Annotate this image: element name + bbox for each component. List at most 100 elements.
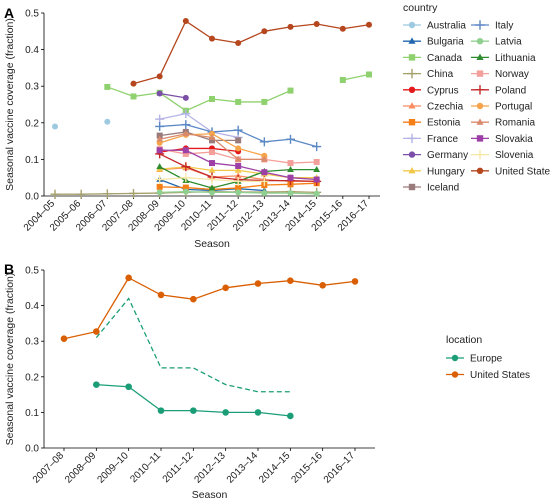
series-canada-line	[342, 73, 370, 81]
legend-item-europe: Europe	[446, 354, 503, 365]
legend-label: Slovakia	[495, 134, 533, 145]
series-latvia-point	[156, 189, 163, 196]
series-canada-point	[339, 76, 346, 83]
legend-swatch-marker	[475, 149, 485, 160]
panel-label: B	[4, 261, 14, 277]
x-tick-label: 2008–09	[63, 450, 99, 486]
legend-item-italy: Italy	[471, 20, 513, 32]
series-canada-point	[235, 98, 242, 105]
series-united-states-line	[133, 20, 370, 85]
series-latvia	[156, 188, 320, 197]
series-united-states-point	[313, 20, 320, 27]
legend-swatch-marker	[475, 20, 485, 30]
series-estonia-point	[156, 183, 163, 190]
legend-item-lithuania: Lithuania	[471, 53, 536, 64]
series-romania-point	[182, 130, 190, 137]
y-axis-title: Seasonal vaccine coverage (fraction)	[4, 273, 16, 446]
panel-b-chart: B 0.0 0.1 0.2 0.3 0.4 0.5 2007–082008–092009–10…	[4, 261, 530, 501]
legend-label: China	[427, 69, 454, 80]
series-lithuania-point	[208, 184, 216, 191]
series-poland-point	[181, 162, 191, 172]
y-tick-label: 0.4	[25, 301, 39, 312]
legend-swatch-marker	[476, 38, 484, 45]
legend-item-czechia: Czechia	[403, 102, 464, 113]
x-tick-label: 2010–11	[128, 450, 163, 485]
legend-swatch-marker	[408, 21, 416, 29]
x-tick-label: 2013–14	[225, 450, 261, 486]
series-slovakia-point	[313, 176, 320, 183]
legend-label: Lithuania	[495, 53, 536, 64]
legend-swatch-marker	[408, 183, 416, 191]
series-canada-point	[130, 93, 137, 100]
series-china-point	[102, 189, 112, 199]
series-china-point	[50, 189, 60, 199]
legend-swatch-marker	[408, 54, 416, 61]
series-canada-line	[107, 86, 291, 112]
y-tick-label: 0.5	[25, 9, 39, 20]
legend-label: Cyprus	[427, 85, 459, 96]
legend-label: Latvia	[495, 37, 522, 48]
legend-label: Canada	[427, 53, 462, 64]
series-france-point	[181, 109, 191, 119]
legend-label: Italy	[495, 21, 513, 32]
series-canada	[104, 71, 372, 114]
series-italy-point	[286, 134, 295, 144]
series-germany-point	[182, 94, 189, 101]
series-united-states-point	[156, 73, 163, 80]
series-france-line	[159, 112, 239, 139]
legend-swatch-marker	[408, 151, 416, 158]
y-tick-label: 0.1	[25, 408, 39, 419]
legend-swatch-marker	[476, 70, 484, 77]
legend-swatch-marker	[451, 371, 459, 378]
y-tick-label: 0.4	[25, 45, 39, 56]
series-germany-line	[159, 92, 186, 99]
series-united-states-point	[366, 21, 372, 28]
series-slovakia-point	[261, 169, 268, 176]
series-europe-point	[254, 409, 262, 416]
series-united-states-line	[63, 276, 356, 340]
legend-swatch-marker	[408, 102, 416, 109]
series-lithuania-point	[287, 166, 294, 173]
legend-title: country	[403, 2, 438, 14]
y-tick-label: 0.5	[25, 266, 39, 277]
legend-label: France	[427, 134, 459, 145]
series-canada-point	[261, 98, 268, 105]
series-hungary-point	[208, 166, 216, 173]
series-australia-point	[104, 118, 111, 125]
legend-item-latvia: Latvia	[471, 37, 522, 48]
series-europe-point	[93, 381, 100, 388]
series-hungary-point	[234, 166, 242, 173]
series-united-states-point	[287, 23, 294, 30]
x-tick-label: 2007–08	[31, 450, 67, 486]
series-slovakia	[156, 147, 320, 183]
legend-swatch-marker	[407, 68, 417, 79]
legend-item-portugal: Portugal	[471, 102, 532, 113]
series-united-states-point	[157, 291, 165, 299]
legend-title: location	[446, 334, 482, 346]
legend-swatch-marker	[476, 102, 484, 110]
legend-label: Slovenia	[495, 150, 534, 161]
series-slovakia-point	[156, 147, 163, 154]
x-tick-label: 2012–13	[192, 450, 228, 486]
legend-label: Norway	[495, 69, 529, 80]
series-canada-point	[366, 71, 372, 78]
y-tick-label: 0.1	[25, 155, 39, 166]
legend-item-australia: Australia	[403, 21, 466, 32]
panel-label: A	[4, 5, 14, 21]
series-germany-point	[156, 90, 163, 97]
series-estonia-point	[182, 184, 189, 191]
series-latvia-point	[261, 190, 268, 197]
series-united-states-point	[60, 335, 68, 343]
y-tick-label: 0.2	[25, 372, 39, 383]
legend-item-norway: Norway	[471, 69, 529, 80]
legend-label: Poland	[495, 85, 526, 96]
series-europe-point	[125, 383, 132, 391]
series-romania-point	[156, 135, 164, 142]
legend-swatch-marker	[476, 167, 484, 174]
series-lithuania-point	[156, 163, 164, 170]
legend-label: Germany	[427, 150, 468, 161]
series-australia-point	[52, 123, 58, 130]
series-italy-point	[181, 120, 191, 130]
series-united-states-point	[254, 280, 262, 287]
